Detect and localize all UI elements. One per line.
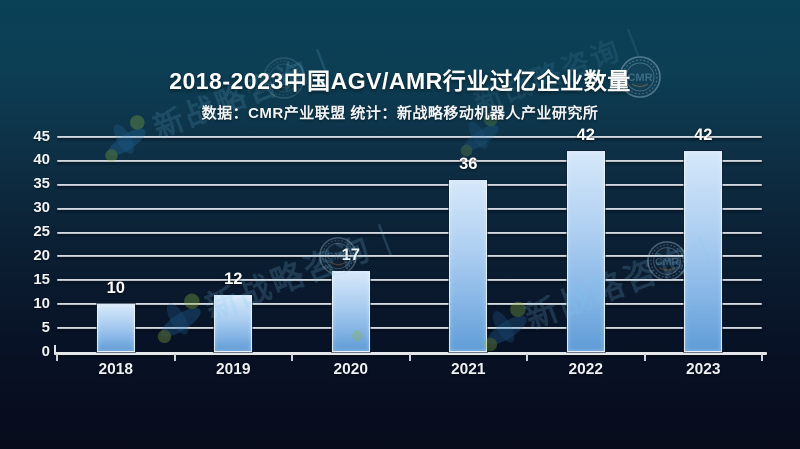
bar: [449, 180, 488, 352]
bar: [566, 151, 605, 352]
x-axis-tick: [526, 354, 528, 361]
gridline: [57, 136, 762, 138]
x-axis-label: 2022: [568, 361, 603, 378]
bar: [214, 294, 253, 352]
bar-value-label: 42: [694, 126, 713, 145]
bar-value-label: 10: [106, 279, 125, 298]
y-axis-tick-label: 0: [41, 342, 50, 360]
chart-header: 2018-2023中国AGV/AMR行业过亿企业数量 数据：CMR产业联盟 统计…: [0, 0, 800, 123]
gridline: [57, 327, 762, 330]
bar-value-label: 12: [224, 269, 243, 288]
gridline: [57, 279, 762, 282]
gridline: [57, 183, 762, 186]
y-axis-tick-label: 45: [33, 127, 50, 145]
y-axis-stub: [54, 345, 56, 353]
gridline: [57, 303, 762, 306]
x-axis-label: 2019: [216, 361, 251, 378]
bar: [96, 304, 135, 352]
gridline: [57, 207, 762, 210]
bar: [331, 270, 370, 352]
x-axis-tick: [643, 354, 646, 361]
x-axis-label: 2021: [451, 361, 486, 378]
bar-value-label: 36: [459, 155, 478, 173]
x-axis-tick: [56, 354, 58, 361]
x-axis-tick: [291, 354, 293, 361]
gridline: [57, 159, 762, 162]
x-axis-label: 2018: [98, 361, 133, 378]
x-axis-label: 2020: [333, 361, 368, 378]
y-axis-tick-label: 10: [33, 294, 50, 312]
y-axis-tick-label: 25: [33, 223, 50, 241]
bar-value-label: 17: [341, 245, 360, 264]
y-axis-tick-label: 15: [33, 270, 50, 288]
gridline: [57, 255, 762, 258]
x-axis-tick: [173, 354, 176, 361]
x-axis-tick: [408, 354, 411, 361]
bar: [684, 151, 723, 352]
y-axis-tick-label: 20: [33, 246, 50, 264]
y-axis-tick-label: 30: [33, 199, 50, 217]
bar-value-label: 42: [576, 126, 595, 145]
x-axis-label: 2023: [686, 361, 721, 378]
y-axis-tick-label: 40: [33, 151, 50, 169]
chart-title: 2018-2023中国AGV/AMR行业过亿企业数量: [169, 68, 631, 94]
chart-subtitle: 数据：CMR产业联盟 统计：新战略移动机器人产业研究所: [201, 105, 599, 122]
x-axis-line: [54, 352, 767, 355]
gridline: [57, 231, 762, 234]
x-axis-tick: [761, 354, 763, 361]
y-axis-tick-label: 35: [33, 175, 50, 193]
y-axis-tick-label: 5: [41, 318, 50, 336]
